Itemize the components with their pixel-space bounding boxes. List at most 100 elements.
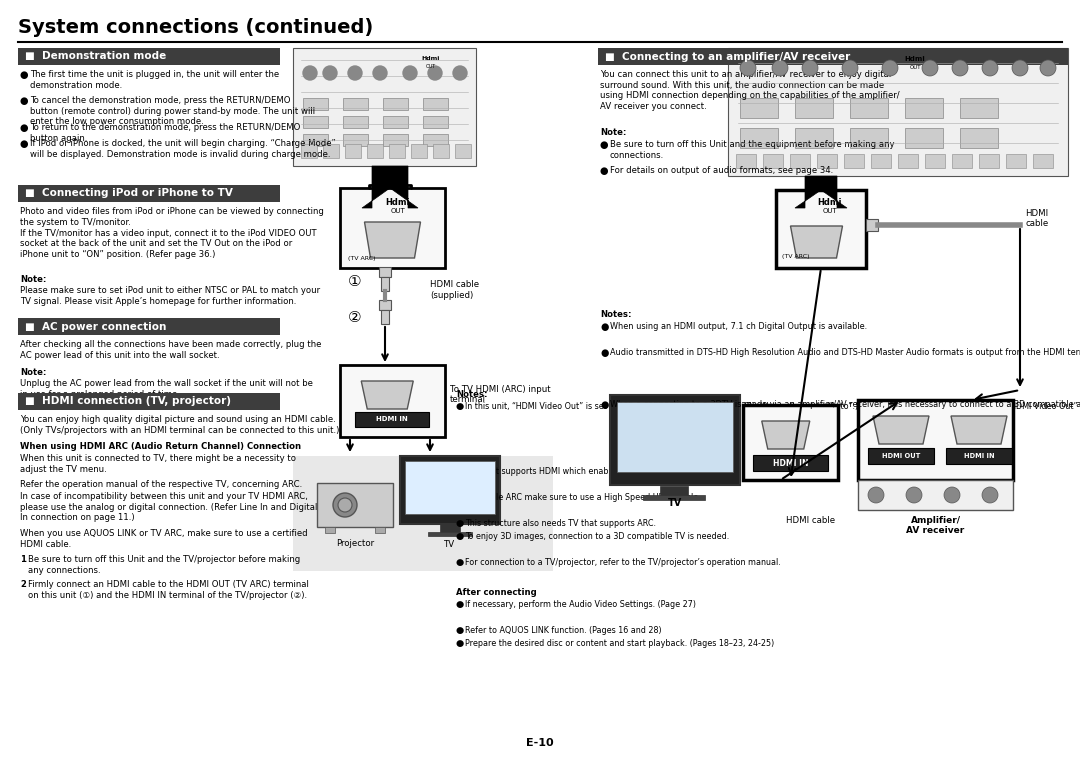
Polygon shape [361,381,414,409]
Text: OUT: OUT [909,65,921,70]
Bar [355,412,429,427]
Bar [660,486,688,496]
Bar [423,98,448,110]
Text: ①: ① [348,275,362,289]
Text: Photo and video files from iPod or iPhone can be viewed by connecting
the system: Photo and video files from iPod or iPhon… [21,207,324,259]
Bar [423,116,448,128]
Text: ●: ● [456,493,464,502]
Text: ●: ● [456,532,464,541]
Text: HDMI IN: HDMI IN [773,459,808,468]
Text: Notes:: Notes: [600,310,632,319]
Bar [293,456,553,571]
Bar [383,98,408,110]
Text: For connection to a TV/projector, refer to the TV/projector’s operation manual.: For connection to a TV/projector, refer … [465,558,781,567]
Circle shape [842,60,858,76]
Text: To return to the demonstration mode, press the RETURN/DEMO
button again.: To return to the demonstration mode, pre… [30,123,300,143]
Polygon shape [761,421,810,449]
Bar [303,134,328,146]
Bar [850,128,888,148]
Bar [858,400,1013,480]
Polygon shape [795,176,847,208]
Bar [18,318,280,335]
Text: TV: TV [445,540,456,549]
Text: When a connection to a 3DTV is made via an amplifier/AV receiver, it is necessar: When a connection to a 3DTV is made via … [610,400,1080,409]
Bar [850,98,888,118]
Bar [345,144,361,158]
Circle shape [740,60,756,76]
Text: ●: ● [456,402,464,411]
Text: Amplifier/
AV receiver: Amplifier/ AV receiver [906,516,964,536]
Text: ●: ● [21,70,29,80]
Bar [389,144,405,158]
Text: System connections (continued): System connections (continued) [18,18,374,37]
Circle shape [403,66,417,80]
Bar [455,144,471,158]
Text: (TV ARC): (TV ARC) [782,254,810,259]
Circle shape [453,66,467,80]
Bar [343,134,368,146]
Bar [866,219,878,231]
Text: ●: ● [21,96,29,106]
Circle shape [922,60,939,76]
Text: When using HDMI ARC (Audio Return Channel) Connection: When using HDMI ARC (Audio Return Channe… [21,442,301,451]
Bar [343,98,368,110]
Text: ●: ● [456,519,464,528]
Text: ■  Connecting to an amplifier/AV receiver: ■ Connecting to an amplifier/AV receiver [605,51,850,62]
Text: If iPod or iPhone is docked, the unit will begin charging. “Charge Mode”
will be: If iPod or iPhone is docked, the unit wi… [30,139,336,159]
Text: 2: 2 [21,580,26,589]
Circle shape [428,66,442,80]
Text: Hdmi: Hdmi [905,56,926,62]
Bar [379,267,391,277]
Text: Be sure to turn off this Unit and the equipment before making any
connections.: Be sure to turn off this Unit and the eq… [610,140,894,159]
Circle shape [982,60,998,76]
Bar [18,48,280,65]
Bar [343,116,368,128]
Text: Unplug the AC power lead from the wall socket if the unit will not be
in use for: Unplug the AC power lead from the wall s… [21,379,313,399]
Bar [870,154,891,168]
Bar [340,188,445,268]
Text: Projector: Projector [336,539,374,548]
Text: After checking all the connections have been made correctly, plug the
AC power l: After checking all the connections have … [21,340,322,359]
Bar [978,154,999,168]
Text: ●: ● [456,558,464,567]
Text: If necessary, perform the Audio Video Settings. (Page 27): If necessary, perform the Audio Video Se… [465,600,696,609]
Circle shape [323,66,337,80]
Polygon shape [791,226,842,258]
Circle shape [1040,60,1056,76]
Text: To cancel the demonstration mode, press the RETURN/DEMO
button (remote control) : To cancel the demonstration mode, press … [30,96,315,127]
Bar [728,48,1068,176]
Bar [1032,154,1053,168]
Text: ●: ● [456,626,464,635]
Bar [293,48,476,166]
Bar [18,393,280,410]
Bar [303,98,328,110]
Text: When this unit is connected to TV, there might be a necessity to
adjust the TV m: When this unit is connected to TV, there… [21,454,296,474]
Bar [325,527,335,533]
Bar [960,128,998,148]
Bar [383,134,408,146]
Polygon shape [873,416,929,444]
Bar [433,144,449,158]
Text: You can enjoy high quality digital picture and sound using an HDMI cable.
(Only : You can enjoy high quality digital pictu… [21,415,339,435]
Text: Please make sure to set iPod unit to either NTSC or PAL to match your
TV signal.: Please make sure to set iPod unit to eit… [21,286,320,306]
Bar [383,116,408,128]
Bar [375,527,384,533]
Bar [789,154,810,168]
Bar [951,154,972,168]
Bar [643,495,705,500]
Text: ●: ● [21,139,29,149]
Circle shape [906,487,922,503]
Bar [440,524,460,532]
Bar [843,154,864,168]
Text: ■  HDMI connection (TV, projector): ■ HDMI connection (TV, projector) [25,397,231,407]
Text: Note:: Note: [21,275,46,284]
Circle shape [333,493,357,517]
Text: Refer the operation manual of the respective TV, concerning ARC.: Refer the operation manual of the respec… [21,480,302,489]
Text: This unit supports HDMI which enables ARC (Audio Return Channel).: This unit supports HDMI which enables AR… [465,467,737,476]
Text: ■  Demonstration mode: ■ Demonstration mode [25,51,166,62]
Text: For details on output of audio formats, see page 34.: For details on output of audio formats, … [610,166,834,175]
Text: HDMI IN: HDMI IN [963,453,995,459]
Text: HDMI
cable: HDMI cable [1025,209,1049,228]
Bar [740,98,778,118]
Text: ●: ● [21,123,29,133]
